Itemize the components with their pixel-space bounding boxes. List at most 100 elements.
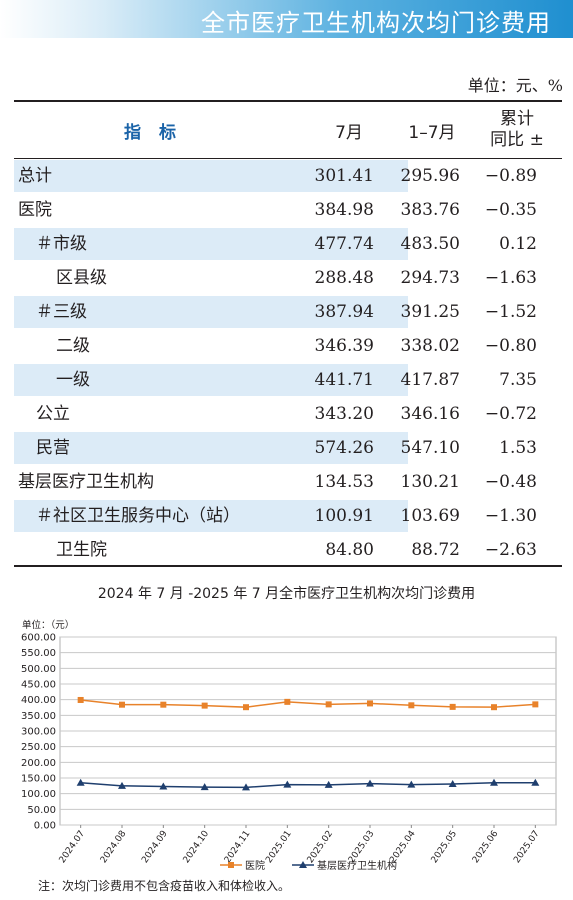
table-row: 区县级 288.48 294.73 −1.63 <box>14 261 562 295</box>
data-point <box>118 781 126 789</box>
indicator-cell: 卫生院 <box>56 540 107 560</box>
data-point <box>531 778 540 786</box>
yoy-cell: −1.63 <box>484 268 537 288</box>
y-tick-label: 350.00 <box>21 711 56 722</box>
yoy-cell: −0.80 <box>484 336 537 356</box>
yoy-cell: −0.48 <box>484 472 537 492</box>
indicator-cell: 公立 <box>36 404 70 424</box>
table-row: 二级 346.39 338.02 −0.80 <box>14 329 562 363</box>
data-point <box>200 783 209 791</box>
month-cell: 441.71 <box>314 370 374 390</box>
header-yoy-line1: 累计 <box>500 109 534 129</box>
y-tick-label: 200.00 <box>21 758 56 769</box>
cumulative-cell: 295.96 <box>400 166 460 186</box>
indicator-cell: 基层医疗卫生机构 <box>18 472 154 492</box>
chart-title: 2024 年 7 月 -2025 年 7 月全市医疗卫生机构次均门诊费用 <box>97 586 476 602</box>
header-indicator: 指标 <box>124 122 194 143</box>
x-tick-label: 2024.08 <box>99 829 129 865</box>
y-tick-label: 100.00 <box>21 789 56 800</box>
indicator-cell: ＃社区卫生服务中心（站） <box>36 506 240 526</box>
table-row: 基层医疗卫生机构 134.53 130.21 −0.48 <box>14 465 562 499</box>
data-point <box>77 696 84 703</box>
table-top-rule <box>14 100 562 102</box>
y-tick-label: 550.00 <box>21 648 56 659</box>
table-row: 一级 441.71 417.87 7.35 <box>14 363 562 397</box>
cumulative-cell: 483.50 <box>400 234 460 254</box>
yoy-cell: −0.72 <box>484 404 537 424</box>
x-tick-label: 2024.10 <box>182 829 212 865</box>
row-shading <box>14 296 408 328</box>
cumulative-cell: 294.73 <box>400 268 460 288</box>
unit-label: 单位：元、% <box>467 76 563 95</box>
data-point <box>283 780 292 788</box>
yoy-cell: 1.53 <box>499 438 537 458</box>
data-point <box>532 701 539 708</box>
x-tick-label: 2025.03 <box>347 829 377 865</box>
data-point <box>242 783 250 791</box>
yoy-cell: −1.30 <box>484 506 537 526</box>
header-yoy-line2: 同比 ± <box>490 130 544 150</box>
data-point <box>201 702 208 709</box>
page-title: 全市医疗卫生机构次均门诊费用 <box>201 9 551 37</box>
indicator-cell: ＃三级 <box>36 302 87 322</box>
indicator-cell: ＃市级 <box>36 234 87 254</box>
data-point <box>159 782 168 790</box>
data-point <box>367 700 373 707</box>
cumulative-cell: 103.69 <box>400 506 460 526</box>
data-point <box>407 780 416 788</box>
legend-label: 基层医疗卫生机构 <box>317 859 397 872</box>
data-point <box>449 703 456 710</box>
cumulative-cell: 391.25 <box>400 302 460 322</box>
yoy-cell: 7.35 <box>499 370 537 390</box>
table-row: ＃三级 387.94 391.25 −1.52 <box>14 295 562 329</box>
cumulative-cell: 383.76 <box>400 200 460 220</box>
data-point <box>448 779 457 787</box>
data-point <box>243 704 249 711</box>
row-shading <box>14 228 408 260</box>
indicator-cell: 医院 <box>18 200 52 220</box>
x-tick-label: 2024.11 <box>223 829 253 865</box>
indicator-cell: 二级 <box>56 336 90 356</box>
data-point <box>119 701 125 708</box>
row-shading <box>14 364 408 396</box>
yoy-cell: −0.35 <box>484 200 537 220</box>
row-shading <box>14 500 408 532</box>
y-tick-label: 400.00 <box>21 695 56 706</box>
table-header-rule <box>14 158 562 159</box>
yoy-cell: −0.89 <box>484 166 537 186</box>
table-row: ＃市级 477.74 483.50 0.12 <box>14 227 562 261</box>
cumulative-cell: 130.21 <box>400 472 460 492</box>
y-tick-label: 0.00 <box>34 821 56 832</box>
month-cell: 288.48 <box>314 268 374 288</box>
table-row: 总计 301.41 295.96 −0.89 <box>14 159 562 193</box>
month-cell: 346.39 <box>314 336 374 356</box>
month-cell: 100.91 <box>314 506 374 526</box>
cumulative-cell: 547.10 <box>400 438 460 458</box>
data-point <box>366 779 374 787</box>
yoy-cell: −2.63 <box>484 540 537 560</box>
indicator-cell: 总计 <box>18 166 52 186</box>
indicator-cell: 区县级 <box>56 268 107 288</box>
series-line <box>80 699 536 708</box>
month-cell: 387.94 <box>314 302 374 322</box>
footnote: 注：次均门诊费用不包含疫苗收入和体检收入。 <box>38 879 291 893</box>
table-row: 民营 574.26 547.10 1.53 <box>14 431 562 465</box>
x-tick-label: 2025.02 <box>306 829 336 865</box>
month-cell: 574.26 <box>314 438 374 458</box>
data-point <box>325 701 332 708</box>
y-tick-label: 150.00 <box>21 774 56 785</box>
line-chart: 0.00 50.00 100.00 150.00 200.00 250.00 300.00 3… <box>21 619 557 872</box>
table-row: 公立 343.20 346.16 −0.72 <box>14 397 562 431</box>
data-point <box>76 778 85 786</box>
y-tick-label: 300.00 <box>21 727 56 738</box>
series-line <box>80 781 536 789</box>
table-row: 卫生院 84.80 88.72 −2.63 <box>14 533 562 567</box>
x-tick-label: 2025.07 <box>512 829 542 865</box>
indicator-cell: 民营 <box>36 438 70 458</box>
month-cell: 384.98 <box>314 200 374 220</box>
month-cell: 301.41 <box>314 166 374 186</box>
month-cell: 343.20 <box>314 404 374 424</box>
header-yoy: 累计 同比 ± <box>474 102 560 158</box>
legend-marker <box>299 861 307 868</box>
x-tick-label: 2025.04 <box>388 829 418 865</box>
